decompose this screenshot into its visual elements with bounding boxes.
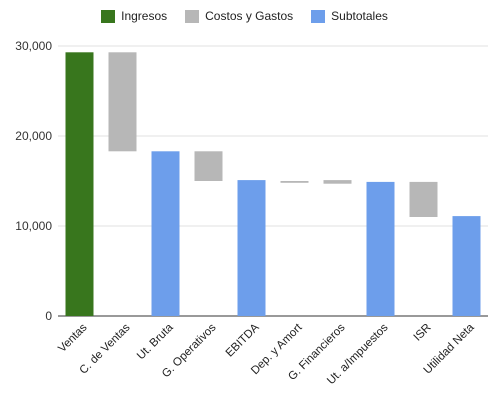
x-tick-label-ventas: Ventas xyxy=(56,321,90,355)
bar-dep-y-amort[interactable] xyxy=(280,181,309,183)
legend-item-subtotales[interactable]: Subtotales xyxy=(311,9,388,23)
legend-label-subtotales: Subtotales xyxy=(331,9,388,23)
y-tick-label-20000: 20,000 xyxy=(15,129,52,143)
bar-ebitda[interactable] xyxy=(237,180,266,316)
y-tick-label-30000: 30,000 xyxy=(15,39,52,53)
bar-g-operativos[interactable] xyxy=(194,151,223,181)
x-tick-label-isr: ISR xyxy=(412,322,434,344)
x-tick-label-ebitda: EBITDA xyxy=(224,321,262,359)
legend-swatch-costos xyxy=(185,9,200,23)
bar-c-de-ventas[interactable] xyxy=(108,52,137,152)
chart-legend: Ingresos Costos y Gastos Subtotales xyxy=(0,9,489,23)
bar-utilidad-neta[interactable] xyxy=(452,216,481,316)
bar-ventas[interactable] xyxy=(65,52,94,317)
legend-label-costos: Costos y Gastos xyxy=(205,9,294,23)
y-tick-label-10000: 10,000 xyxy=(15,219,52,233)
bar-ut-bruta[interactable] xyxy=(151,151,180,316)
legend-label-ingresos: Ingresos xyxy=(121,9,168,23)
legend-swatch-subtotales xyxy=(311,9,326,23)
x-tick-label-ut-bruta: Ut. Bruta xyxy=(135,321,176,362)
bar-ut-a-impuestos[interactable] xyxy=(366,181,395,316)
legend-item-ingresos[interactable]: Ingresos xyxy=(101,9,167,23)
bar-isr[interactable] xyxy=(409,181,438,217)
bar-g-financieros[interactable] xyxy=(323,180,352,184)
legend-item-costos[interactable]: Costos y Gastos xyxy=(185,9,293,23)
legend-swatch-ingresos xyxy=(101,9,116,23)
y-tick-label-0: 0 xyxy=(45,309,52,323)
